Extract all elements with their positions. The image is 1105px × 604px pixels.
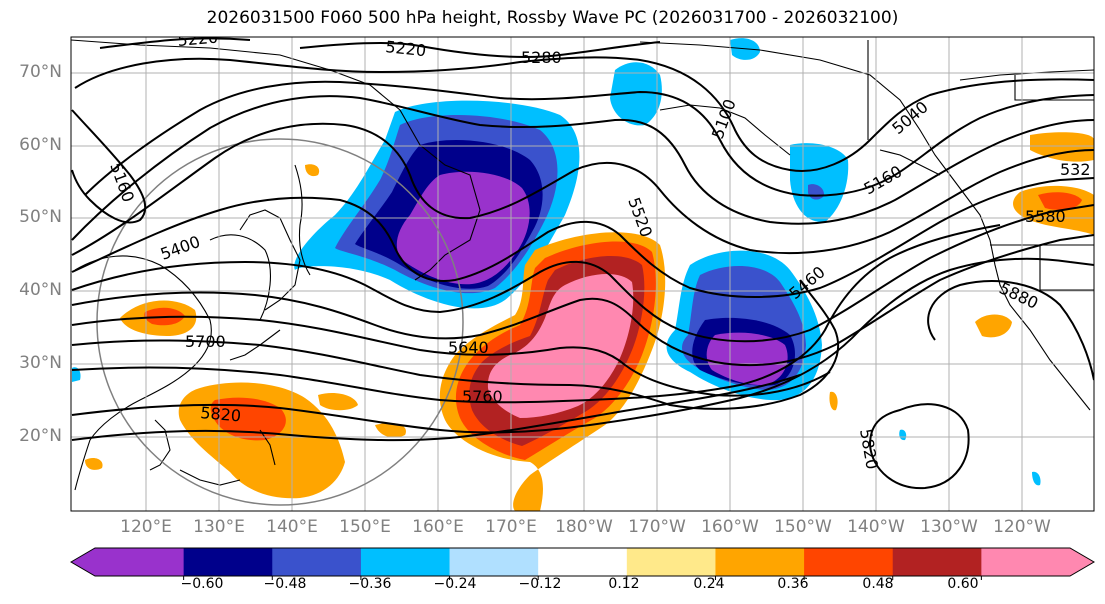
colorbar-segment: [715, 548, 805, 576]
contour-label: 5700: [185, 332, 226, 351]
colorbar-tick-label: −0.24: [433, 576, 477, 592]
height-contours: [71, 37, 1094, 490]
lon-label-170e: 170°E: [485, 517, 537, 537]
lon-label-180w: 180°W: [555, 517, 613, 537]
contour-label: 5220: [177, 28, 219, 50]
contour-label: 5280: [521, 48, 562, 67]
colorbar-segment: [272, 548, 362, 576]
lat-label-20n: 20°N: [19, 426, 62, 446]
contour-label: 5760: [462, 387, 503, 406]
colorbar-tick-label: 0.36: [777, 576, 809, 592]
lon-label-160e: 160°E: [412, 517, 464, 537]
colorbar-segment: [183, 548, 273, 576]
lat-label-30n: 30°N: [19, 353, 62, 373]
colorbar-segment: [981, 548, 1071, 576]
lat-label-40n: 40°N: [19, 280, 62, 300]
lat-label-50n: 50°N: [19, 207, 62, 227]
colorbar-tick-label: −0.12: [518, 576, 562, 592]
colorbar-tick-label: 0.24: [693, 576, 725, 592]
lat-label-60n: 60°N: [19, 135, 62, 155]
colorbar: [70, 547, 1095, 580]
colorbar-tick-label: 0.60: [947, 576, 979, 592]
positive-anomaly-northeast: [72, 132, 1094, 486]
lon-label-120w: 120°W: [993, 517, 1051, 537]
map-frame: [70, 36, 1095, 512]
contour-label: 5520: [624, 195, 656, 240]
contour-label: 5580: [1025, 207, 1066, 226]
lon-label-120e: 120°E: [120, 517, 172, 537]
contour-label: 5160: [861, 162, 906, 199]
colorbar-tick-label: −0.48: [263, 576, 307, 592]
colorbar-tick-label: 0.12: [608, 576, 640, 592]
contour-label: 5640: [448, 338, 489, 357]
lon-label-170w: 170°W: [628, 517, 686, 537]
map-area: 5220 5220 5280 5100 5040 5160 5160 532 5…: [71, 28, 1094, 511]
lon-label-130e: 130°E: [193, 517, 245, 537]
contour-label: 5820: [856, 427, 882, 470]
lon-label-160w: 160°W: [701, 517, 759, 537]
colorbar-tick-label: 0.48: [862, 576, 894, 592]
negative-anomaly-bering: [610, 38, 849, 223]
contour-label: 5220: [385, 37, 427, 60]
colorbar-segment: [538, 548, 628, 576]
contour-label: 5100: [708, 97, 740, 142]
colorbar-outline: [70, 547, 1095, 577]
colorbar-segment: [804, 548, 894, 576]
contour-label: 5040: [888, 97, 931, 138]
map-title: 2026031500 F060 500 hPa height, Rossby W…: [206, 8, 899, 28]
contour-label: 5160: [106, 160, 138, 205]
lat-label-70n: 70°N: [19, 62, 62, 82]
contour-label: 5400: [158, 232, 203, 264]
lon-label-150e: 150°E: [339, 517, 391, 537]
colorbar-segment: [892, 548, 982, 576]
colorbar-extend-high: [1070, 548, 1094, 576]
colorbar-tick-label: −0.36: [348, 576, 392, 592]
colorbar-segment: [626, 548, 716, 576]
coastlines: [71, 39, 1094, 491]
lon-label-140w: 140°W: [847, 517, 905, 537]
lon-label-150w: 150°W: [774, 517, 832, 537]
contour-label: 532: [1060, 160, 1091, 179]
colorbar-extend-low: [71, 548, 95, 576]
lon-label-130w: 130°W: [920, 517, 978, 537]
colorbar-segment: [449, 548, 539, 576]
negative-anomaly-east: [666, 250, 822, 401]
colorbar-segment: [360, 548, 451, 576]
contour-label: 5820: [200, 403, 242, 425]
lon-label-140e: 140°E: [266, 517, 318, 537]
colorbar-tick-label: −0.60: [180, 576, 224, 592]
colorbar-segment: [95, 548, 185, 576]
